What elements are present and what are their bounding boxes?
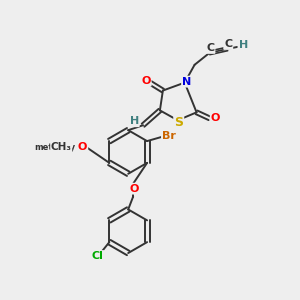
Text: S: S [174, 116, 183, 129]
Text: O: O [211, 113, 220, 123]
Text: O: O [141, 76, 151, 85]
Text: methoxy: methoxy [34, 142, 76, 152]
Text: H: H [238, 40, 248, 50]
Text: N: N [182, 76, 191, 87]
Text: C: C [224, 39, 232, 49]
Text: C: C [206, 43, 214, 53]
Text: Cl: Cl [92, 251, 104, 261]
Text: O: O [78, 142, 87, 152]
Text: Br: Br [162, 131, 176, 141]
Text: CH₃: CH₃ [51, 142, 72, 152]
Text: H: H [130, 116, 139, 126]
Text: O: O [130, 184, 139, 194]
